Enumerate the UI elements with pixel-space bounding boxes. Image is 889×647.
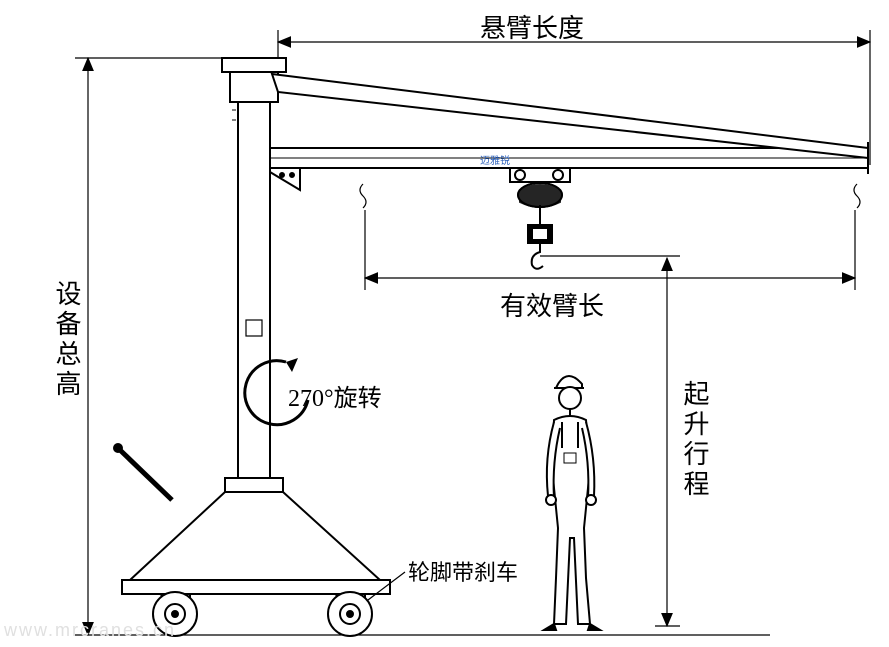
label-lift-stroke: 起升行程 bbox=[676, 380, 713, 500]
label-total-height: 设备总高 bbox=[48, 280, 85, 400]
person-figure bbox=[544, 376, 600, 630]
crane-column bbox=[222, 58, 300, 480]
diagram-svg bbox=[0, 0, 889, 647]
watermark-text: www.mrcranes.cn bbox=[4, 620, 176, 641]
brand-text: 迈雅锐 bbox=[480, 152, 510, 167]
label-arm-length: 悬臂长度 bbox=[480, 8, 584, 45]
label-wheel-note: 轮脚带刹车 bbox=[408, 555, 518, 587]
wheel-right bbox=[328, 592, 372, 636]
crane-arm bbox=[270, 74, 868, 174]
label-effective-arm: 有效臂长 bbox=[500, 286, 604, 323]
dim-effective-arm bbox=[360, 184, 860, 290]
label-rotation: 270°旋转 bbox=[288, 378, 382, 413]
hoist-assembly bbox=[510, 168, 570, 269]
